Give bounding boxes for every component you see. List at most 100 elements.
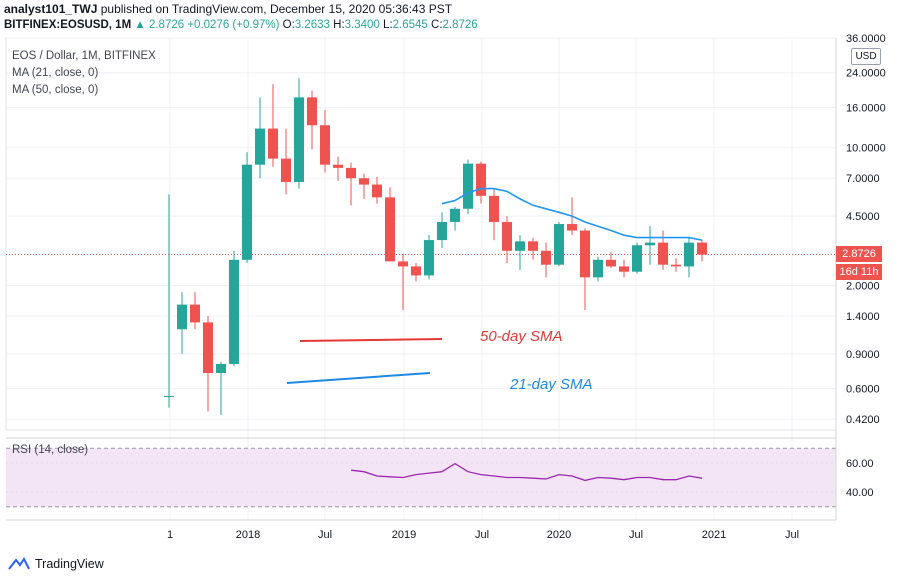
candle-body (671, 264, 681, 267)
candle-body (203, 322, 213, 373)
candle-body (450, 208, 460, 222)
candle-body (268, 128, 278, 159)
candle-body (515, 241, 525, 251)
candle-body (645, 242, 655, 246)
tradingview-logo-icon (8, 557, 30, 570)
candle-body (541, 250, 551, 265)
price-change: +0.0276 (+0.97%) (187, 19, 280, 31)
y-tick-label: 36.0000 (846, 33, 886, 45)
candle-body (567, 224, 577, 231)
candle-body (229, 259, 239, 364)
x-tick-label: Jul (629, 529, 643, 541)
candles[interactable] (164, 78, 707, 416)
close-label: C: (431, 19, 443, 31)
x-tick-label: 2018 (236, 529, 260, 541)
candle-body (216, 363, 226, 373)
candle-body (359, 178, 369, 185)
candle-body (424, 240, 434, 276)
candle-body (320, 125, 330, 165)
candle-body (476, 163, 486, 196)
currency-button[interactable]: USD (851, 48, 881, 65)
sma50-annotation-line (299, 338, 443, 342)
candle-body (411, 266, 421, 276)
candle-body (697, 242, 707, 255)
sma50-annotation: 50-day SMA (480, 328, 563, 345)
candle-body (242, 164, 252, 260)
y-tick-label: 16.0000 (846, 102, 886, 114)
candle-body (255, 128, 265, 165)
brand-footer[interactable]: TradingView (8, 557, 104, 571)
candle-body (346, 167, 356, 179)
symbol-line: BITFINEX:EOSUSD, 1M ▲ 2.8726 +0.0276 (+0… (4, 19, 478, 31)
low-value: 2.6545 (392, 19, 428, 31)
candle-body (593, 259, 603, 278)
candle-body (528, 241, 538, 251)
open-value: 3.2633 (294, 19, 330, 31)
ma21-polyline (441, 187, 703, 241)
rsi-legend[interactable]: RSI (14, close) (12, 444, 89, 456)
candle-body (632, 245, 642, 272)
candle-body (372, 184, 382, 198)
y-tick-label: 2.0000 (846, 281, 880, 293)
x-tick-label: 2019 (392, 529, 416, 541)
rsi-line (350, 462, 703, 482)
candle-body (554, 224, 564, 265)
y-tick-label: 10.0000 (846, 143, 886, 155)
publish-info: published on TradingView.com, December 1… (100, 2, 453, 16)
candle-body (398, 261, 408, 267)
x-tick-label: 2020 (547, 529, 571, 541)
candle-body (294, 97, 304, 182)
candle-body (177, 304, 187, 330)
candle-body (437, 221, 447, 241)
y-tick-label: 0.6000 (846, 384, 880, 396)
rsi-band (6, 448, 836, 507)
rsi-tick-label: 60.00 (846, 458, 874, 470)
candle-body (489, 195, 499, 222)
sma21-annotation: 21-day SMA (510, 376, 593, 393)
up-triangle-icon: ▲ (134, 19, 146, 31)
ma21-legend[interactable]: MA (21, close, 0) (12, 67, 99, 79)
candle-body (658, 242, 668, 265)
y-tick-label: 0.9000 (846, 349, 880, 361)
candle-body (463, 163, 473, 209)
candle-body (281, 158, 291, 182)
axes: 1 2018 Jul 2019 Jul 2020 Jul 2021 Jul 36.0000 24.0… (6, 33, 886, 541)
last-price: 2.8726 (148, 19, 185, 31)
ma50-legend[interactable]: MA (50, close, 0) (12, 84, 99, 96)
chart-title: EOS / Dollar, 1M, BITFINEX (12, 50, 156, 62)
publisher-user[interactable]: analyst101_TWJ (4, 2, 98, 16)
rsi-tick-label: 40.00 (846, 487, 874, 499)
x-tick-label: 2021 (702, 529, 726, 541)
ma21-line (441, 187, 703, 241)
y-tick-label: 1.4000 (846, 311, 880, 323)
candle-body (190, 304, 200, 323)
candle-body (580, 230, 590, 278)
countdown-tag: 16d 11h (836, 264, 882, 280)
x-tick-label: Jul (475, 529, 489, 541)
y-tick-label: 24.0000 (846, 68, 886, 80)
candle-body (333, 164, 343, 168)
candle-body (307, 97, 317, 126)
candle-body (619, 266, 629, 272)
candle-body (684, 242, 694, 267)
price-pane-frame (5, 37, 837, 431)
y-tick-label: 7.0000 (846, 173, 880, 185)
brand-name: TradingView (35, 557, 104, 571)
sma21-annotation-line (286, 372, 431, 384)
candle-body (606, 259, 616, 267)
rsi-pane[interactable] (6, 437, 836, 508)
x-tick-label: Jul (785, 529, 799, 541)
x-tick-label: Jul (318, 529, 332, 541)
symbol-label: BITFINEX:EOSUSD, 1M (4, 19, 132, 31)
last-price-tag: 2.8726 (836, 246, 882, 262)
y-tick-label: 0.4200 (846, 414, 880, 426)
publisher-line: analyst101_TWJ published on TradingView.… (4, 2, 452, 16)
candle-body (385, 197, 395, 262)
price-grid (5, 37, 837, 520)
y-tick-label: 4.5000 (846, 211, 880, 223)
x-tick-label: 1 (167, 529, 173, 541)
close-value: 2.8726 (442, 19, 478, 31)
candle-body (502, 221, 512, 251)
low-label: L: (383, 19, 393, 31)
